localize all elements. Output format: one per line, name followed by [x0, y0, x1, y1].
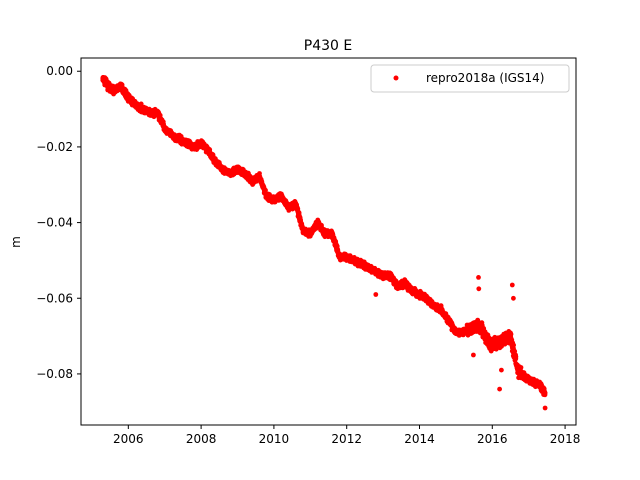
legend: repro2018a (IGS14)	[370, 64, 570, 93]
data-point	[512, 348, 518, 354]
legend-marker	[393, 75, 399, 81]
data-point	[518, 365, 524, 370]
data-point	[508, 331, 514, 337]
x-tick-label: 2006	[113, 432, 144, 446]
data-point-outlier	[497, 386, 502, 392]
data-point-outlier	[476, 275, 481, 280]
x-tick-label: 2010	[259, 432, 290, 446]
data-point-outlier	[542, 405, 548, 411]
legend-label: repro2018a (IGS14)	[426, 71, 544, 85]
data-point-outlier	[511, 295, 516, 301]
plot-frame	[80, 57, 577, 426]
x-tick-label: 2018	[550, 432, 581, 446]
x-tick-label: 2016	[477, 432, 508, 446]
x-tick-label: 2012	[331, 432, 362, 446]
y-axis-label: m	[9, 236, 23, 248]
x-tick-label: 2008	[186, 432, 217, 446]
y-axis-ticks: 0.00 −0.02 −0.04 −0.06 −0.08	[36, 64, 81, 381]
data-point-outlier	[471, 352, 476, 358]
data-point-outlier	[373, 292, 379, 297]
data-point-outlier	[499, 367, 504, 373]
x-tick-label: 2014	[404, 432, 435, 446]
data-point-outlier	[509, 282, 515, 288]
data-point	[513, 354, 519, 360]
data-points	[100, 75, 548, 411]
y-tick-label: −0.06	[36, 291, 73, 305]
x-axis-ticks: 2006 2008 2010 2012 2014 2016 2018	[113, 425, 580, 446]
data-point	[511, 342, 516, 348]
data-point	[542, 392, 548, 398]
y-tick-label: −0.08	[36, 367, 73, 381]
y-tick-label: −0.02	[36, 140, 73, 154]
legend-box	[370, 64, 570, 93]
chart-title: P430 E	[304, 38, 352, 54]
data-point-outlier	[476, 286, 482, 292]
y-tick-label: 0.00	[46, 64, 73, 78]
y-tick-label: −0.04	[36, 216, 73, 230]
